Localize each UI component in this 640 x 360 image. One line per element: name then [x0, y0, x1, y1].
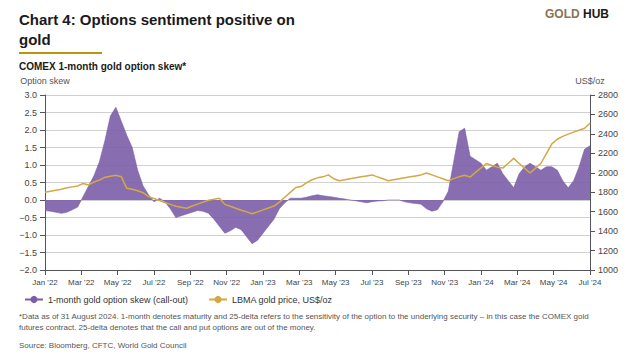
svg-text:GOLD: GOLD [545, 7, 580, 21]
svg-text:Jan '22: Jan '22 [32, 278, 58, 287]
svg-text:2000: 2000 [598, 168, 618, 178]
svg-text:1.5: 1.5 [24, 143, 37, 153]
svg-text:1600: 1600 [598, 207, 618, 217]
svg-text:*Data as of 31 August 2024. 1-: *Data as of 31 August 2024. 1-month deno… [19, 312, 591, 321]
svg-text:Mar '24: Mar '24 [504, 278, 531, 287]
svg-text:COMEX 1-month gold option skew: COMEX 1-month gold option skew* [19, 61, 186, 72]
svg-text:HUB: HUB [583, 7, 609, 21]
svg-text:Jan '23: Jan '23 [250, 278, 276, 287]
svg-text:Mar '23: Mar '23 [286, 278, 313, 287]
svg-text:−0.5: −0.5 [19, 213, 37, 223]
svg-text:2400: 2400 [598, 129, 618, 139]
svg-text:1400: 1400 [598, 226, 618, 236]
svg-text:May '24: May '24 [540, 278, 568, 287]
svg-text:1800: 1800 [598, 187, 618, 197]
svg-text:0.5: 0.5 [24, 178, 37, 188]
svg-text:May '22: May '22 [104, 278, 132, 287]
svg-text:US$/oz: US$/oz [575, 76, 605, 86]
svg-text:May '23: May '23 [322, 278, 350, 287]
svg-text:2800: 2800 [598, 90, 618, 100]
svg-text:Mar '22: Mar '22 [68, 278, 95, 287]
svg-text:Option skew: Option skew [20, 76, 70, 86]
svg-text:LBMA gold price, US$/oz: LBMA gold price, US$/oz [232, 295, 333, 305]
svg-text:−1.5: −1.5 [19, 248, 37, 258]
svg-text:Jul '24: Jul '24 [579, 278, 602, 287]
svg-text:gold: gold [19, 31, 51, 48]
svg-text:1.0: 1.0 [24, 160, 37, 170]
svg-text:Nov '23: Nov '23 [431, 278, 458, 287]
svg-text:Jan '24: Jan '24 [468, 278, 494, 287]
svg-text:Nov '22: Nov '22 [213, 278, 240, 287]
svg-text:2600: 2600 [598, 109, 618, 119]
svg-text:futures contract. 25-delta den: futures contract. 25-delta denotes that … [19, 323, 315, 332]
svg-text:3.0: 3.0 [24, 90, 37, 100]
svg-text:2200: 2200 [598, 148, 618, 158]
svg-text:2.5: 2.5 [24, 108, 37, 118]
svg-text:1200: 1200 [598, 246, 618, 256]
svg-text:2.0: 2.0 [24, 125, 37, 135]
svg-text:Sep '23: Sep '23 [395, 278, 422, 287]
svg-text:0.0: 0.0 [24, 195, 37, 205]
svg-text:−1.0: −1.0 [19, 230, 37, 240]
svg-text:Chart 4: Options sentiment pos: Chart 4: Options sentiment positive on [19, 11, 295, 28]
svg-text:Source: Bloomberg, CFTC, World: Source: Bloomberg, CFTC, World Gold Coun… [19, 341, 187, 350]
svg-text:1000: 1000 [598, 265, 618, 275]
svg-text:Sep '22: Sep '22 [177, 278, 204, 287]
svg-text:Jul '22: Jul '22 [143, 278, 166, 287]
svg-text:Jul '23: Jul '23 [361, 278, 384, 287]
svg-text:1-month gold option skew (call: 1-month gold option skew (call-out) [48, 295, 188, 305]
svg-text:−2.0: −2.0 [19, 265, 37, 275]
